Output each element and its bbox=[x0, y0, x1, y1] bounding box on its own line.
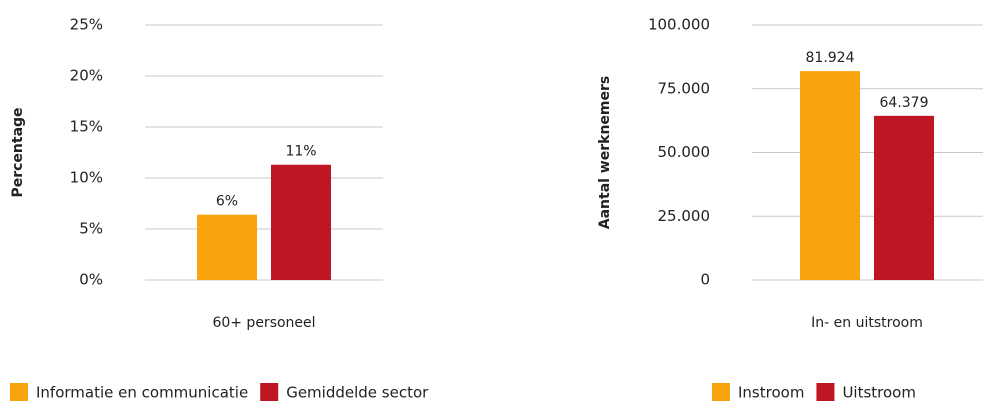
legend-label: Instroom bbox=[738, 384, 804, 402]
y-tick-label: 10% bbox=[70, 169, 103, 187]
y-axis-title: Percentage bbox=[10, 107, 26, 197]
x-tick-label: In- en uitstroom bbox=[811, 315, 923, 331]
bar bbox=[271, 164, 331, 280]
legend-label: Gemiddelde sector bbox=[286, 384, 429, 402]
legend-swatch bbox=[10, 383, 28, 401]
bar bbox=[874, 115, 934, 280]
legend-swatch bbox=[260, 383, 279, 401]
y-tick-label: 75.000 bbox=[658, 79, 711, 97]
legend-label: Informatie en communicatie bbox=[36, 384, 248, 402]
y-tick-label: 5% bbox=[79, 220, 103, 238]
y-tick-label: 25% bbox=[70, 16, 103, 34]
y-tick-label: 25.000 bbox=[658, 207, 711, 225]
y-tick-label: 0 bbox=[700, 271, 710, 289]
data-label: 64.379 bbox=[880, 95, 929, 111]
legend-swatch bbox=[712, 383, 730, 401]
y-tick-label: 100.000 bbox=[648, 16, 710, 34]
y-tick-label: 20% bbox=[70, 67, 103, 85]
y-tick-label: 15% bbox=[70, 118, 103, 136]
data-label: 6% bbox=[216, 194, 238, 210]
y-tick-label: 50.000 bbox=[658, 143, 711, 161]
bar bbox=[197, 214, 257, 280]
x-tick-label: 60+ personeel bbox=[212, 315, 315, 331]
legend-label: Uitstroom bbox=[842, 384, 916, 402]
data-label: 11% bbox=[285, 144, 316, 160]
legend-swatch bbox=[816, 383, 835, 401]
data-label: 81.924 bbox=[806, 50, 855, 66]
y-tick-label: 0% bbox=[79, 271, 103, 289]
bar bbox=[800, 71, 860, 280]
y-axis-title: Aantal werknemers bbox=[597, 76, 613, 230]
